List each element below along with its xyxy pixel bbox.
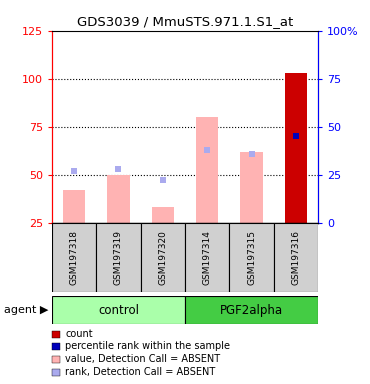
Bar (240, 152, 263, 223)
Text: count: count (65, 329, 93, 339)
Bar (107, 175, 130, 223)
Text: GSM197320: GSM197320 (158, 230, 167, 285)
Bar (196, 117, 218, 223)
Text: GSM197318: GSM197318 (70, 230, 78, 285)
Text: agent ▶: agent ▶ (4, 305, 48, 315)
Text: GSM197319: GSM197319 (114, 230, 123, 285)
Bar (185, 223, 229, 292)
Bar (52, 223, 96, 292)
Bar (96, 223, 141, 292)
Bar (185, 296, 318, 324)
Bar (229, 223, 274, 292)
Bar (274, 223, 318, 292)
Text: value, Detection Call = ABSENT: value, Detection Call = ABSENT (65, 354, 221, 364)
Bar (141, 223, 185, 292)
Text: percentile rank within the sample: percentile rank within the sample (65, 341, 231, 351)
Text: control: control (98, 304, 139, 316)
Title: GDS3039 / MmuSTS.971.1.S1_at: GDS3039 / MmuSTS.971.1.S1_at (77, 15, 293, 28)
Bar (285, 73, 307, 223)
Text: PGF2alpha: PGF2alpha (220, 304, 283, 316)
Bar (63, 190, 85, 223)
Text: rank, Detection Call = ABSENT: rank, Detection Call = ABSENT (65, 367, 216, 377)
Text: GSM197315: GSM197315 (247, 230, 256, 285)
Text: GSM197314: GSM197314 (203, 230, 212, 285)
Bar (52, 296, 185, 324)
Bar (152, 207, 174, 223)
Text: GSM197316: GSM197316 (292, 230, 300, 285)
